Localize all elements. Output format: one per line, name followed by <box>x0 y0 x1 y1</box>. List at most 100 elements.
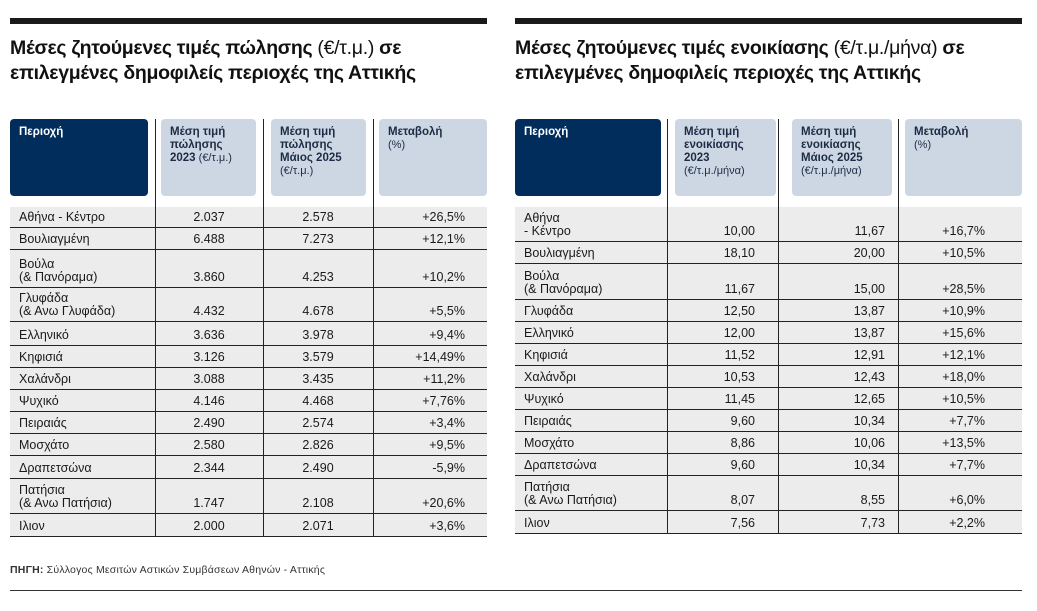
table-row: Ιλιον 7,56 7,73 +2,2% <box>515 511 1022 534</box>
price-2023: 3.126 <box>193 350 225 364</box>
header-label: Περιοχή <box>524 126 569 138</box>
title-rest: σε επιλεγμένες δημοφιλείς περιοχές της Α… <box>10 37 416 84</box>
header-label: Μέση τιμή πώλησης 2023 <box>170 126 226 164</box>
data-table: Αθήνα - Κέντρο 2.037 2.578 +26,5% Βουλιαγμέν… <box>10 207 487 537</box>
area-name: Κηφισιά <box>19 350 63 364</box>
sales-price-panel: Μέσες ζητούμενες τιμές πώλησης (€/τ.μ.) … <box>10 18 487 537</box>
change-percent: +15,6% <box>942 326 985 340</box>
header-label: Μέση τιμή ενοικίασης 2023 <box>684 126 744 164</box>
table-row: Ελληνικό 3.636 3.978 +9,4% <box>10 322 487 346</box>
header-unit: (€/τ.μ.) <box>195 152 232 164</box>
header-unit: (%) <box>914 139 932 151</box>
price-2023: 2.000 <box>193 519 225 533</box>
change-percent: +9,4% <box>429 328 465 342</box>
change-percent: +10,9% <box>942 304 985 318</box>
change-percent: +7,7% <box>949 458 985 472</box>
table-row: Πειραιάς 2.490 2.574 +3,4% <box>10 412 487 434</box>
price-2023: 3.860 <box>193 270 225 284</box>
header-change: Μεταβολή (%) <box>905 119 1022 196</box>
price-2025: 4.253 <box>302 270 334 284</box>
area-name: Πατήσια (& Ανω Πατήσια) <box>524 480 617 507</box>
header-unit: (€/τ.μ./μήνα) <box>801 165 862 177</box>
price-2025: 4.468 <box>302 394 334 408</box>
title-rest: σε επιλεγμένες δημοφιλείς περιοχές της Α… <box>515 37 965 84</box>
area-name: Ιλιον <box>19 519 45 533</box>
price-2023: 8,86 <box>730 436 755 450</box>
price-2025: 13,87 <box>853 304 885 318</box>
column-divider <box>667 119 668 534</box>
area-name: Κηφισιά <box>524 348 568 362</box>
area-name: Βούλα (& Πανόραμα) <box>524 269 603 296</box>
area-name: Δραπετσώνα <box>524 458 597 472</box>
data-table: Αθήνα - Κέντρο 10,00 11,67 +16,7% Βουλιαγμέν… <box>515 207 1022 534</box>
source-text: Σύλλογος Μεσιτών Αστικών Συμβάσεων Αθηνώ… <box>43 564 326 576</box>
change-percent: +16,7% <box>942 224 985 238</box>
change-percent: +18,0% <box>942 370 985 384</box>
area-name: Πειραιάς <box>19 416 67 430</box>
price-2025: 3.435 <box>302 372 334 386</box>
change-percent: +20,6% <box>422 496 465 510</box>
price-2025: 11,67 <box>854 224 885 238</box>
header-price-2025: Μέση τιμή ενοικίασης Μάιος 2025 (€/τ.μ./… <box>792 119 892 196</box>
table-row: Κηφισιά 11,52 12,91 +12,1% <box>515 344 1022 366</box>
area-name: Πατήσια (& Ανω Πατήσια) <box>19 483 112 510</box>
header-price-2023: Μέση τιμή ενοικίασης 2023 (€/τ.μ./μήνα) <box>675 119 776 196</box>
table-row: Βούλα (& Πανόραμα) 3.860 4.253 +10,2% <box>10 250 487 288</box>
price-2025: 3.579 <box>302 350 334 364</box>
price-2023: 3.636 <box>193 328 225 342</box>
price-2025: 2.578 <box>302 210 334 224</box>
price-2025: 12,65 <box>853 392 885 406</box>
area-name: Πειραιάς <box>524 414 572 428</box>
title-unit: (€/τ.μ./μήνα) <box>833 37 938 59</box>
price-2023: 4.146 <box>193 394 225 408</box>
price-2025: 12,43 <box>853 370 885 384</box>
price-2023: 6.488 <box>193 232 225 246</box>
title-unit: (€/τ.μ.) <box>317 37 375 59</box>
price-2023: 9,60 <box>730 458 755 472</box>
header-label: Μέση τιμή ενοικίασης Μάιος 2025 <box>801 126 863 164</box>
change-percent: +7,7% <box>949 414 985 428</box>
table-row: Βουλιαγμένη 6.488 7.273 +12,1% <box>10 228 487 250</box>
price-2025: 2.826 <box>302 438 334 452</box>
price-2023: 8,07 <box>730 493 755 507</box>
area-name: Γλυφάδα <box>524 304 574 318</box>
price-2025: 7,73 <box>860 516 885 530</box>
area-name: Βούλα (& Πανόραμα) <box>19 257 98 284</box>
price-2025: 20,00 <box>853 246 885 260</box>
table-row: Πατήσια (& Ανω Πατήσια) 1.747 2.108 +20,6% <box>10 479 487 514</box>
price-2023: 11,67 <box>724 282 755 296</box>
table-row: Ελληνικό 12,00 13,87 +15,6% <box>515 322 1022 344</box>
price-2023: 7,56 <box>730 516 755 530</box>
change-percent: +28,5% <box>942 282 985 296</box>
price-2023: 2.344 <box>193 461 225 475</box>
column-divider <box>778 119 779 534</box>
area-name: Αθήνα - Κέντρο <box>19 210 105 224</box>
price-2025: 4.678 <box>302 304 334 318</box>
price-2025: 8,55 <box>860 493 885 507</box>
table-row: Δραπετσώνα 9,60 10,34 +7,7% <box>515 454 1022 476</box>
change-percent: +10,5% <box>942 392 985 406</box>
table-row: Ψυχικό 11,45 12,65 +10,5% <box>515 388 1022 410</box>
price-2023: 11,52 <box>724 348 755 362</box>
table-row: Μοσχάτο 2.580 2.826 +9,5% <box>10 434 487 456</box>
price-2023: 2.580 <box>193 438 225 452</box>
header-unit: (€/τ.μ./μήνα) <box>684 165 745 177</box>
title-main: Μέσες ζητούμενες τιμές πώλησης <box>10 37 313 59</box>
area-name: Βουλιαγμένη <box>524 246 595 260</box>
area-name: Ελληνικό <box>19 328 69 342</box>
area-name: Μοσχάτο <box>524 436 575 450</box>
table-row: Ψυχικό 4.146 4.468 +7,76% <box>10 390 487 412</box>
change-percent: +9,5% <box>429 438 465 452</box>
area-name: Ελληνικό <box>524 326 574 340</box>
table-row: Βουλιαγμένη 18,10 20,00 +10,5% <box>515 242 1022 264</box>
area-name: Χαλάνδρι <box>19 372 71 386</box>
area-name: Ιλιον <box>524 516 550 530</box>
price-2023: 4.432 <box>193 304 225 318</box>
price-2025: 10,34 <box>853 458 885 472</box>
change-percent: +12,1% <box>942 348 985 362</box>
table-row: Μοσχάτο 8,86 10,06 +13,5% <box>515 432 1022 454</box>
column-divider <box>263 119 264 537</box>
change-percent: +10,5% <box>942 246 985 260</box>
change-percent: +13,5% <box>942 436 985 450</box>
table-row: Αθήνα - Κέντρο 2.037 2.578 +26,5% <box>10 207 487 228</box>
